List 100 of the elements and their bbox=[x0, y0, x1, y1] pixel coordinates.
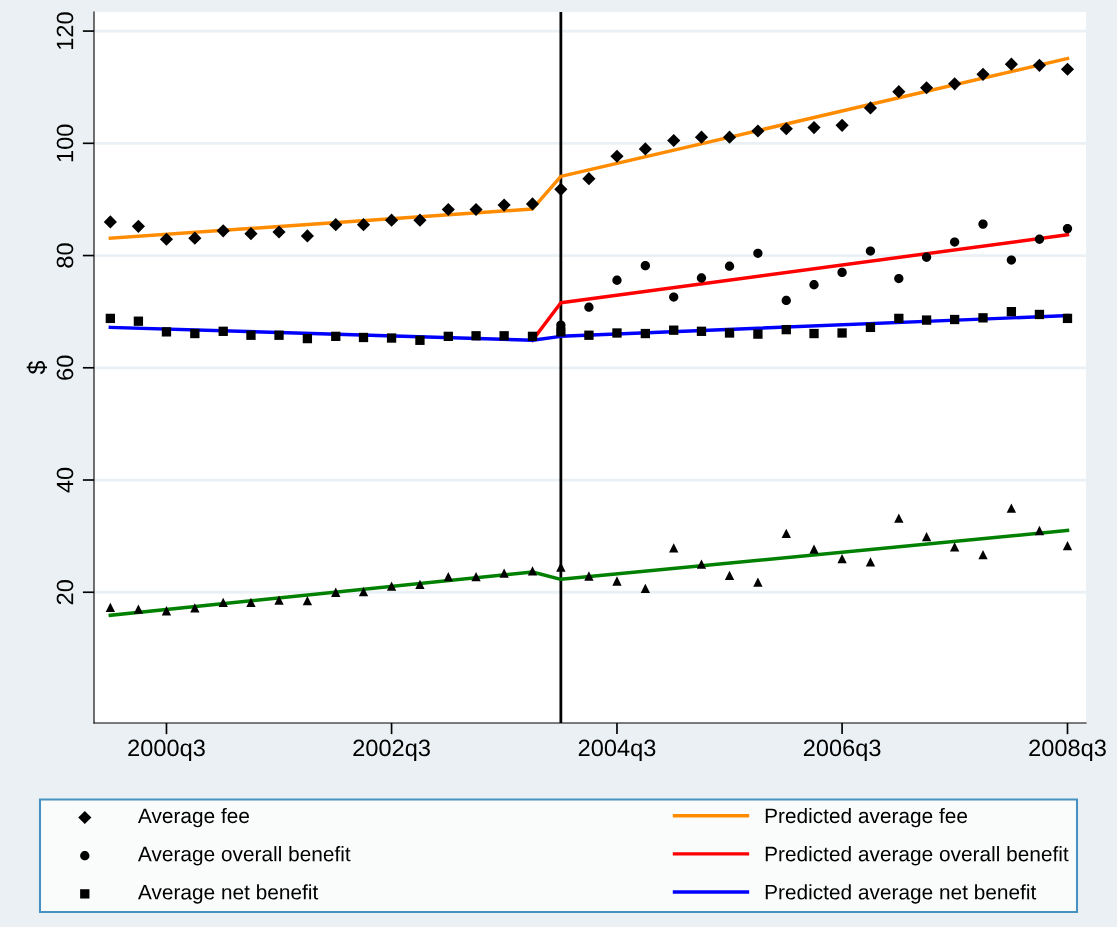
point bbox=[499, 568, 509, 578]
x-tick-label: 2008q3 bbox=[1029, 739, 1106, 761]
point bbox=[244, 227, 258, 241]
point bbox=[358, 587, 369, 597]
point bbox=[809, 544, 819, 554]
point bbox=[1034, 234, 1045, 244]
point bbox=[161, 606, 172, 616]
point bbox=[584, 330, 594, 340]
point bbox=[894, 313, 904, 324]
point bbox=[667, 133, 681, 148]
legend-label: Predicted average fee bbox=[765, 807, 968, 828]
legend-label: Average net benefit bbox=[137, 884, 319, 904]
point bbox=[1032, 58, 1047, 72]
point bbox=[949, 314, 960, 325]
point bbox=[386, 581, 397, 591]
point bbox=[894, 273, 904, 284]
point bbox=[499, 331, 509, 341]
point bbox=[159, 232, 174, 246]
point bbox=[274, 330, 284, 340]
point bbox=[809, 328, 819, 339]
point bbox=[133, 604, 144, 614]
point bbox=[105, 313, 115, 324]
point bbox=[1062, 313, 1073, 324]
y-tick-label: 20 bbox=[56, 580, 74, 605]
point bbox=[525, 197, 540, 211]
point bbox=[638, 142, 652, 156]
point bbox=[1060, 62, 1075, 76]
point bbox=[1004, 57, 1018, 71]
point bbox=[640, 583, 651, 593]
point bbox=[1034, 525, 1045, 536]
point bbox=[415, 335, 425, 345]
x-tick-label: 2002q3 bbox=[353, 739, 430, 761]
point bbox=[190, 603, 200, 613]
point bbox=[103, 215, 117, 229]
point bbox=[274, 595, 284, 605]
point bbox=[640, 328, 651, 339]
point bbox=[105, 602, 115, 613]
point bbox=[471, 571, 481, 582]
point bbox=[1006, 307, 1017, 317]
point bbox=[779, 122, 793, 136]
point bbox=[300, 229, 314, 243]
point bbox=[865, 557, 876, 567]
point bbox=[669, 292, 679, 302]
point bbox=[696, 559, 707, 569]
point bbox=[837, 553, 847, 564]
point bbox=[724, 261, 735, 271]
point bbox=[1006, 503, 1017, 513]
point bbox=[696, 326, 707, 336]
point bbox=[865, 246, 876, 256]
point bbox=[443, 331, 453, 342]
point bbox=[949, 237, 960, 247]
legend-label: Average overall benefit bbox=[137, 846, 351, 866]
point bbox=[919, 81, 934, 95]
point bbox=[413, 213, 427, 227]
point bbox=[753, 248, 763, 258]
x-tick-label: 2004q3 bbox=[578, 739, 656, 761]
point bbox=[1062, 541, 1073, 551]
point bbox=[190, 328, 200, 339]
point bbox=[669, 543, 679, 553]
legend-label: Predicted average overall benefit bbox=[765, 846, 1069, 866]
point bbox=[669, 325, 679, 335]
point bbox=[302, 333, 313, 344]
point bbox=[781, 295, 791, 306]
point bbox=[753, 577, 763, 587]
point bbox=[1034, 309, 1045, 320]
point bbox=[949, 542, 960, 552]
point bbox=[584, 302, 594, 312]
point bbox=[443, 571, 453, 582]
point bbox=[471, 331, 481, 341]
point bbox=[978, 313, 988, 323]
point bbox=[753, 329, 763, 339]
point bbox=[386, 333, 397, 343]
point bbox=[302, 596, 313, 606]
point bbox=[751, 124, 765, 138]
point bbox=[948, 77, 962, 91]
point bbox=[218, 597, 228, 608]
point bbox=[640, 260, 651, 271]
point bbox=[865, 322, 876, 333]
y-tick-label: 60 bbox=[56, 355, 74, 380]
y-tick-label: 120 bbox=[56, 12, 74, 49]
legend-label: Average fee bbox=[137, 807, 249, 828]
point bbox=[188, 231, 202, 245]
point bbox=[556, 327, 566, 337]
point bbox=[415, 579, 425, 590]
point bbox=[133, 316, 144, 326]
point bbox=[131, 219, 145, 233]
point bbox=[216, 224, 230, 238]
point bbox=[781, 324, 791, 335]
point bbox=[331, 331, 341, 342]
point bbox=[722, 130, 737, 144]
point bbox=[694, 130, 709, 144]
y-tick-label: 80 bbox=[56, 243, 74, 268]
point bbox=[356, 218, 371, 232]
point bbox=[272, 225, 286, 239]
point bbox=[894, 513, 904, 523]
x-tick-label: 2006q3 bbox=[803, 739, 881, 761]
point bbox=[921, 252, 932, 262]
point bbox=[218, 326, 228, 336]
point bbox=[807, 121, 821, 135]
point bbox=[331, 587, 341, 597]
